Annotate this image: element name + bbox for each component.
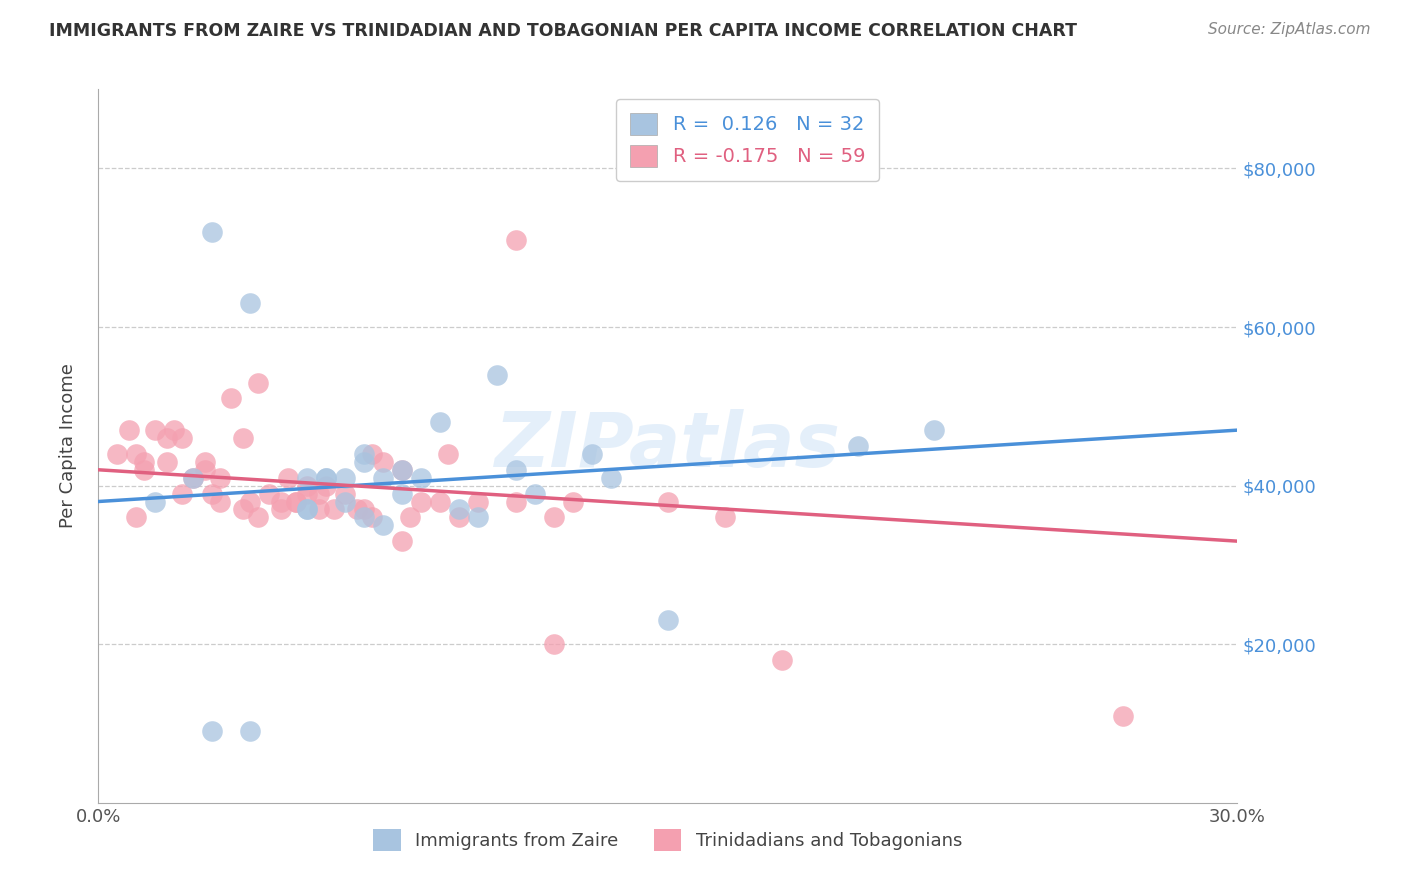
Point	[163, 423, 186, 437]
Point	[543, 510, 565, 524]
Point	[486, 368, 509, 382]
Text: ZIPatlas: ZIPatlas	[495, 409, 841, 483]
Point	[391, 463, 413, 477]
Y-axis label: Per Capita Income: Per Capita Income	[59, 364, 77, 528]
Point	[239, 724, 262, 739]
Point	[657, 614, 679, 628]
Point	[335, 486, 357, 500]
Point	[371, 471, 394, 485]
Point	[346, 502, 368, 516]
Point	[315, 471, 337, 485]
Point	[391, 486, 413, 500]
Point	[201, 225, 224, 239]
Point	[270, 494, 292, 508]
Point	[429, 415, 451, 429]
Point	[232, 431, 254, 445]
Point	[371, 455, 394, 469]
Point	[156, 455, 179, 469]
Point	[239, 296, 262, 310]
Point	[170, 486, 193, 500]
Point	[562, 494, 585, 508]
Point	[922, 423, 945, 437]
Point	[600, 471, 623, 485]
Point	[467, 510, 489, 524]
Text: Source: ZipAtlas.com: Source: ZipAtlas.com	[1208, 22, 1371, 37]
Point	[657, 494, 679, 508]
Point	[322, 502, 344, 516]
Point	[714, 510, 737, 524]
Point	[297, 502, 319, 516]
Point	[183, 471, 205, 485]
Point	[284, 494, 307, 508]
Point	[467, 494, 489, 508]
Point	[505, 494, 527, 508]
Point	[246, 510, 269, 524]
Point	[208, 471, 231, 485]
Point	[145, 494, 167, 508]
Point	[125, 447, 148, 461]
Point	[194, 455, 217, 469]
Point	[208, 494, 231, 508]
Point	[360, 447, 382, 461]
Point	[277, 471, 299, 485]
Text: IMMIGRANTS FROM ZAIRE VS TRINIDADIAN AND TOBAGONIAN PER CAPITA INCOME CORRELATIO: IMMIGRANTS FROM ZAIRE VS TRINIDADIAN AND…	[49, 22, 1077, 40]
Point	[353, 510, 375, 524]
Point	[505, 233, 527, 247]
Point	[391, 463, 413, 477]
Point	[315, 478, 337, 492]
Point	[284, 494, 307, 508]
Point	[297, 478, 319, 492]
Point	[411, 471, 433, 485]
Point	[183, 471, 205, 485]
Point	[411, 494, 433, 508]
Point	[524, 486, 547, 500]
Point	[107, 447, 129, 461]
Point	[132, 455, 155, 469]
Point	[259, 486, 281, 500]
Point	[239, 494, 262, 508]
Point	[308, 502, 330, 516]
Point	[436, 447, 458, 461]
Point	[353, 455, 375, 469]
Point	[201, 724, 224, 739]
Point	[297, 471, 319, 485]
Point	[449, 510, 471, 524]
Point	[335, 471, 357, 485]
Point	[194, 463, 217, 477]
Point	[353, 502, 375, 516]
Point	[246, 376, 269, 390]
Point	[232, 502, 254, 516]
Point	[360, 510, 382, 524]
Point	[315, 471, 337, 485]
Point	[398, 510, 420, 524]
Point	[270, 502, 292, 516]
Point	[770, 653, 793, 667]
Point	[505, 463, 527, 477]
Point	[118, 423, 141, 437]
Point	[543, 637, 565, 651]
Point	[201, 486, 224, 500]
Point	[335, 494, 357, 508]
Point	[371, 518, 394, 533]
Point	[1112, 708, 1135, 723]
Point	[429, 494, 451, 508]
Point	[297, 486, 319, 500]
Point	[846, 439, 869, 453]
Point	[449, 502, 471, 516]
Point	[125, 510, 148, 524]
Legend: Immigrants from Zaire, Trinidadians and Tobagonians: Immigrants from Zaire, Trinidadians and …	[366, 822, 970, 858]
Point	[308, 486, 330, 500]
Point	[156, 431, 179, 445]
Point	[353, 447, 375, 461]
Point	[132, 463, 155, 477]
Point	[145, 423, 167, 437]
Point	[297, 502, 319, 516]
Point	[391, 534, 413, 549]
Point	[221, 392, 243, 406]
Point	[170, 431, 193, 445]
Point	[581, 447, 603, 461]
